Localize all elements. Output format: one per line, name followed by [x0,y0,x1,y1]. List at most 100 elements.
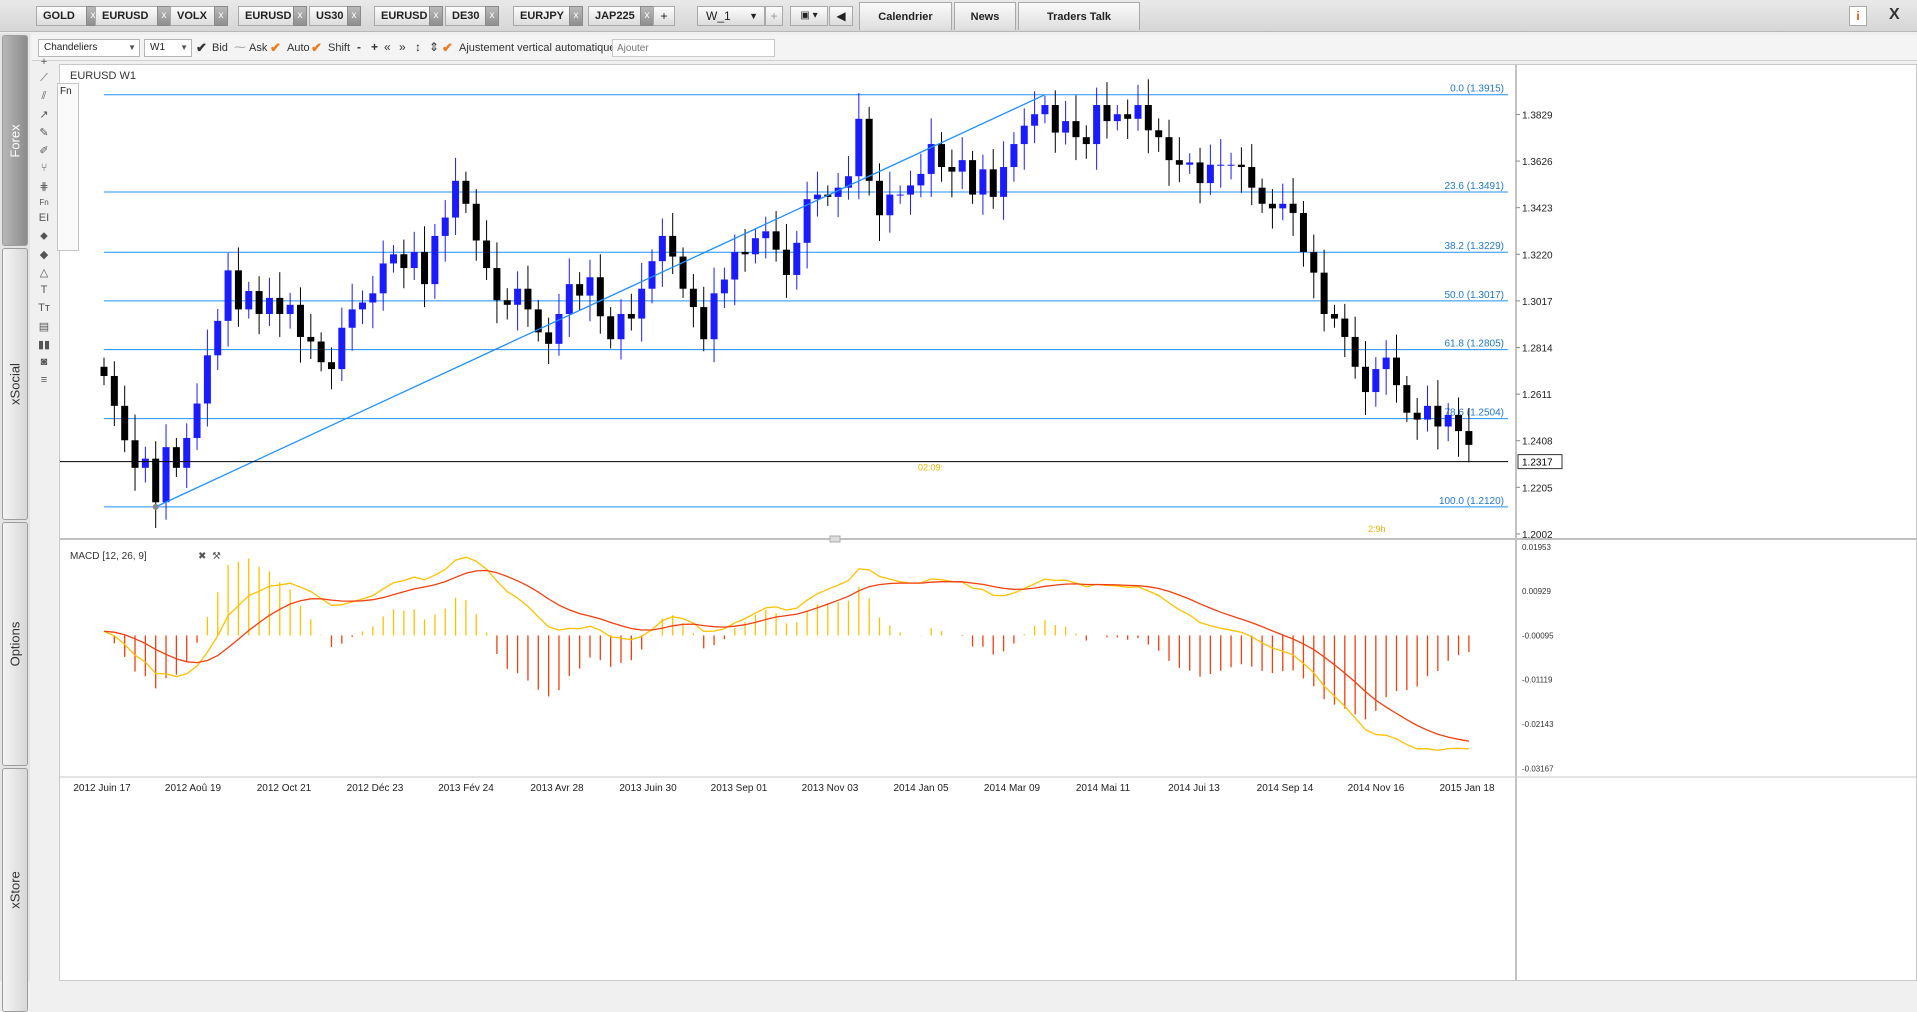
candle[interactable] [265,297,273,314]
candle[interactable] [1424,405,1432,420]
shift-label[interactable]: Shift [328,42,351,54]
candle[interactable] [493,268,501,301]
candle[interactable] [762,231,770,239]
candle[interactable] [1258,187,1266,204]
candle[interactable] [638,288,646,319]
candle[interactable] [1237,164,1245,168]
candle[interactable] [390,254,398,264]
elliott-icon[interactable]: EI [38,212,50,224]
candle[interactable] [452,180,460,218]
candle[interactable] [1155,130,1163,138]
candle[interactable] [1248,167,1256,188]
bid-check-icon[interactable]: ✔ [196,40,207,55]
auto-check-icon[interactable]: ✔ [311,40,322,55]
brush-icon[interactable]: ✐ [39,145,49,157]
scroll-right-fast-button[interactable]: » [399,40,406,54]
candle[interactable] [886,194,894,216]
candle[interactable] [1206,164,1214,184]
candle[interactable] [1031,114,1039,126]
candle[interactable] [876,180,883,216]
symbol-tab-eurusd[interactable]: EURUSD x [238,6,307,26]
candle[interactable] [483,240,491,269]
ray-icon[interactable]: ↗ [39,109,49,121]
candle[interactable] [110,375,118,406]
candle[interactable] [813,194,821,200]
candle[interactable] [979,169,987,195]
candle[interactable] [1020,125,1028,145]
candle[interactable] [1124,114,1132,119]
timeframe-select[interactable]: W1 ▼ [144,39,192,57]
candle[interactable] [1144,105,1152,131]
close-tab-icon[interactable]: x [429,6,443,26]
bars-icon[interactable]: ▮▮ [37,339,51,351]
candle[interactable] [1330,313,1338,319]
candle[interactable] [534,309,542,333]
candle[interactable] [586,277,594,296]
candle[interactable] [907,185,915,195]
close-tab-icon[interactable]: x [569,6,583,26]
candle[interactable] [462,180,470,204]
candle[interactable] [855,118,863,177]
candle[interactable] [503,300,511,305]
candle[interactable] [627,313,635,319]
candle[interactable] [1082,137,1090,145]
candle[interactable] [245,291,253,310]
candle[interactable] [1051,105,1059,133]
candle[interactable] [679,256,687,289]
chart-type-select[interactable]: Chandeliers ▼ [38,39,140,57]
candle[interactable] [710,293,718,340]
candle[interactable] [1279,203,1287,209]
candle[interactable] [317,341,325,363]
candle[interactable] [865,118,873,181]
candle[interactable] [121,405,129,441]
candle[interactable] [927,144,935,174]
text-icon[interactable]: T [40,284,48,296]
candle[interactable] [1320,272,1328,314]
symbol-tab-jap225[interactable]: JAP225 x [588,6,654,26]
candle[interactable] [1041,105,1049,115]
candle[interactable] [1103,105,1111,122]
candle[interactable] [1310,251,1318,273]
candle[interactable] [545,332,553,344]
candle[interactable] [1134,105,1142,119]
candle[interactable] [834,187,842,197]
crosshair-icon[interactable]: + [40,56,48,68]
candle[interactable] [617,313,625,340]
candle[interactable] [1062,121,1070,133]
tab-forex[interactable]: Forex [2,35,28,246]
candle[interactable] [700,307,708,340]
ask-check-icon[interactable]: ✔ [270,40,281,55]
ask-label[interactable]: Ask [249,42,268,54]
candle[interactable] [1165,137,1173,161]
workspace-select[interactable]: W_1 ▼ [697,6,765,26]
text-small-icon[interactable]: Tт [38,302,50,314]
close-indicator-icon[interactable]: ✖ [198,551,206,562]
vertical-expand-icon[interactable]: ↕ [415,40,421,54]
symbol-tab-eurusd[interactable]: EURUSD x [374,6,443,26]
candle[interactable] [348,309,356,328]
add-workspace-button[interactable]: + [765,6,783,26]
candle[interactable] [689,288,697,308]
symbol-tab-us30[interactable]: US30 x [309,6,361,26]
candle[interactable] [441,217,449,236]
panel-resize-handle[interactable] [829,535,841,543]
candle[interactable] [369,293,377,303]
candle[interactable] [524,288,532,310]
candle[interactable] [1010,144,1018,168]
candle[interactable] [214,320,222,356]
candle[interactable] [555,313,563,344]
candle[interactable] [1268,203,1276,209]
trendline-icon[interactable]: ⟋ [40,72,48,84]
candle[interactable] [1361,366,1369,393]
candle[interactable] [1341,318,1349,337]
candle[interactable] [1196,162,1204,184]
candle[interactable] [327,362,335,370]
layout-select[interactable]: ▣ ▾ [790,6,828,26]
candle[interactable] [803,199,811,243]
candle[interactable] [172,447,180,468]
shapes-icon[interactable]: ◆ [39,249,49,261]
candle[interactable] [296,304,304,337]
candle[interactable] [844,176,852,188]
candle[interactable] [224,270,232,321]
channel-icon[interactable]: ⫽ [41,90,47,102]
